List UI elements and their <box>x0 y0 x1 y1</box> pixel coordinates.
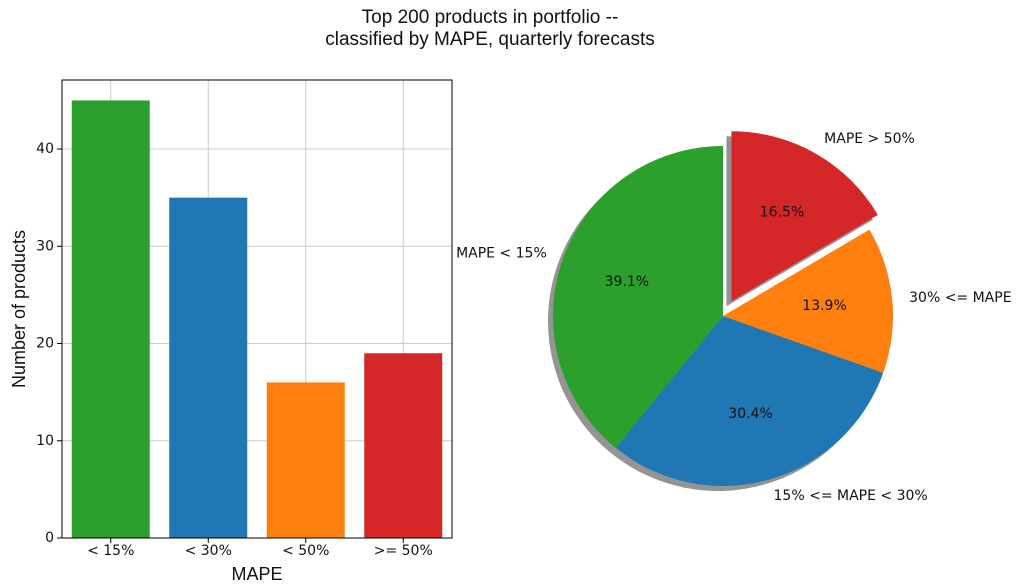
bar <box>266 382 345 538</box>
title: classified by MAPE, quarterly forecasts <box>325 29 654 50</box>
plot-frame <box>61 79 453 539</box>
x-tick-label: < 50% <box>282 543 329 559</box>
slice-label: 30% <= MAPE <box>909 290 1011 306</box>
x-tick-label: < 30% <box>185 543 232 559</box>
y-tick-label: 10 <box>36 433 54 449</box>
x-tick-label: >= 50% <box>374 543 433 559</box>
y-tick-label: 30 <box>36 238 54 254</box>
slice-label: MAPE < 15% <box>456 245 547 261</box>
slice-value-label: 39.1% <box>605 274 649 290</box>
bar <box>364 353 443 538</box>
y-axis-label: Number of products <box>9 230 29 388</box>
title: Top 200 products in portfolio -- <box>362 7 619 28</box>
slice-value-label: 13.9% <box>802 298 846 314</box>
x-axis-label: MAPE <box>231 564 282 584</box>
y-tick-label: 0 <box>45 530 54 546</box>
slice <box>723 229 893 373</box>
bar <box>71 100 150 538</box>
bar <box>169 197 248 539</box>
slice-label: 15% <= MAPE < 30% <box>774 488 928 504</box>
y-tick-label: 20 <box>36 336 54 352</box>
slice <box>615 316 884 486</box>
slice-value-label: 16.5% <box>760 205 804 221</box>
slice-value-label: 30.4% <box>728 406 772 422</box>
x-tick-label: < 15% <box>87 543 134 559</box>
y-tick-label: 40 <box>36 141 54 157</box>
slice <box>731 131 878 302</box>
slice-label: MAPE > 50% <box>824 131 915 147</box>
slice <box>553 146 723 448</box>
